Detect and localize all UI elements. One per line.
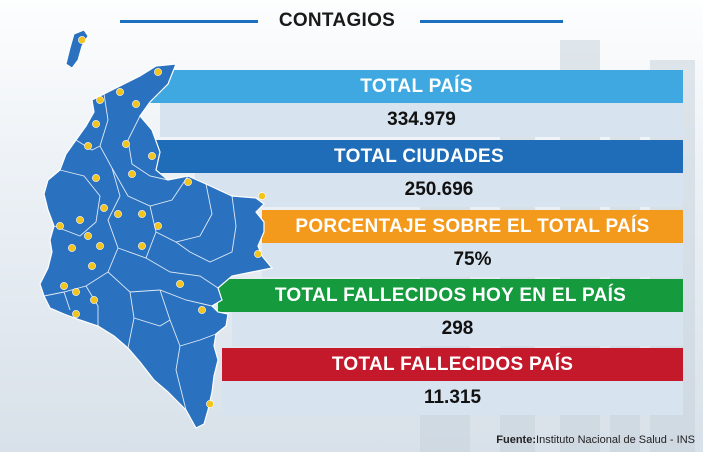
city-pin: [176, 280, 184, 288]
city-pin: [154, 222, 162, 230]
stat-value-fallecidos-hoy: 298: [232, 312, 683, 346]
city-pin: [114, 210, 122, 218]
city-pin: [100, 204, 108, 212]
header: CONTAGIOS: [0, 8, 703, 34]
city-pin: [128, 170, 136, 178]
city-pins: [56, 36, 266, 408]
city-pin: [258, 192, 266, 200]
city-pin: [206, 400, 214, 408]
stat-bar-porcentaje: PORCENTAJE SOBRE EL TOTAL PAÍS: [262, 210, 683, 243]
stat-label-total-pais: TOTAL PAÍS: [360, 75, 473, 97]
city-pin: [148, 152, 156, 160]
stat-bar-total-ciudades: TOTAL CIUDADES: [155, 140, 683, 173]
city-pin: [96, 242, 104, 250]
stat-label-fallecidos-hoy: TOTAL FALLECIDOS HOY EN EL PAÍS: [274, 284, 627, 306]
header-line-left: [120, 20, 258, 23]
city-pin: [72, 288, 80, 296]
source-label: Fuente:: [496, 434, 537, 446]
city-pin: [116, 88, 124, 96]
stat-bar-fallecidos-hoy: TOTAL FALLECIDOS HOY EN EL PAÍS: [218, 279, 683, 312]
city-pin: [198, 306, 206, 314]
city-pin: [68, 244, 76, 252]
stat-value-total-pais: 334.979: [160, 103, 683, 137]
stat-label-porcentaje: PORCENTAJE SOBRE EL TOTAL PAÍS: [295, 215, 650, 237]
stat-bar-total-pais: TOTAL PAÍS: [150, 70, 683, 103]
stat-label-total-ciudades: TOTAL CIUDADES: [334, 145, 504, 167]
city-pin: [92, 120, 100, 128]
city-pin: [96, 96, 104, 104]
city-pin: [90, 296, 98, 304]
header-line-right: [420, 20, 563, 23]
city-pin: [92, 174, 100, 182]
department-borders: [43, 93, 237, 411]
city-pin: [122, 140, 130, 148]
source-note: Fuente:Instituto Nacional de Salud - INS: [496, 434, 695, 446]
source-text: Instituto Nacional de Salud - INS: [536, 434, 695, 446]
stat-value-total-ciudades: 250.696: [195, 173, 683, 207]
city-pin: [84, 232, 92, 240]
city-pin: [72, 310, 80, 318]
stat-value-porcentaje: 75%: [262, 243, 683, 277]
page-title: CONTAGIOS: [278, 10, 396, 31]
city-pin: [184, 178, 192, 186]
city-pin: [138, 210, 146, 218]
stat-value-fallecidos-pais: 11.315: [222, 381, 683, 415]
city-pin: [84, 142, 92, 150]
city-pin: [132, 100, 140, 108]
stat-bar-fallecidos-pais: TOTAL FALLECIDOS PAÍS: [222, 348, 683, 381]
city-pin: [78, 36, 86, 44]
city-pin: [154, 68, 162, 76]
city-pin: [138, 242, 146, 250]
city-pin: [60, 282, 68, 290]
city-pin: [254, 250, 262, 258]
stat-label-fallecidos-pais: TOTAL FALLECIDOS PAÍS: [331, 353, 574, 375]
city-pin: [76, 216, 84, 224]
city-pin: [56, 222, 64, 230]
city-pin: [88, 262, 96, 270]
